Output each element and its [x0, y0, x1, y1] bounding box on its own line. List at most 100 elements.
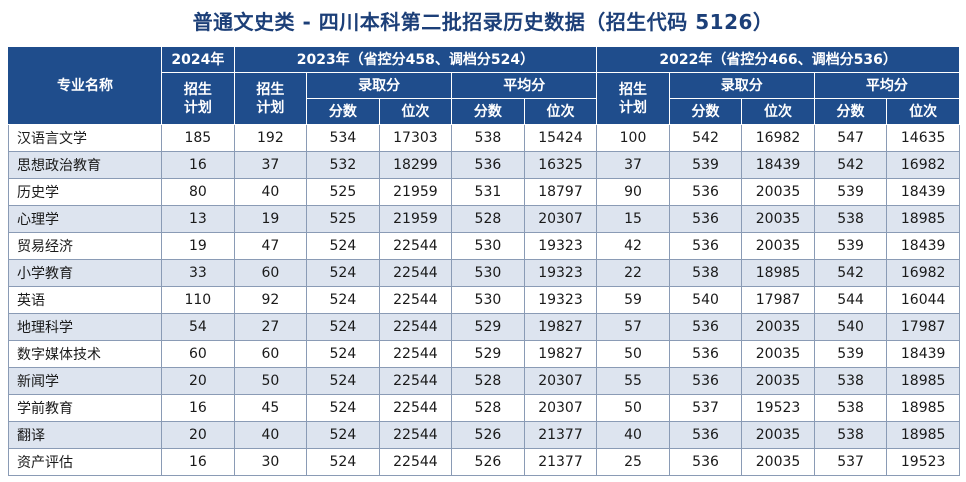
- admit-rank-2023-cell: 22544: [378, 313, 453, 341]
- admit-rank-2023-cell: 22544: [378, 421, 453, 449]
- plan-2024-cell: 80: [161, 178, 235, 206]
- plan-2024-cell: 20: [161, 367, 235, 395]
- plan-2024-cell: 13: [161, 205, 235, 233]
- admit-rank-2023-cell: 22544: [378, 367, 453, 395]
- admit-rank-2022-cell: 19523: [741, 394, 815, 422]
- table-row: 学前教育 16 45 524 22544 528 20307 50 537 19523 538 189…: [7, 394, 960, 422]
- admit-score-2023-cell: 525: [306, 178, 380, 206]
- table-row: 英语 110 92 524 22544 530 19323 59 540 17987 544 1604…: [7, 286, 960, 314]
- admit-score-2022-cell: 537: [668, 394, 743, 422]
- admit-score-2022-cell: 536: [668, 367, 743, 395]
- major-name-cell: 英语: [7, 286, 163, 314]
- admit-score-2022-cell: 536: [668, 178, 743, 206]
- plan-2024-cell: 16: [161, 448, 235, 476]
- avg-score-2023-cell: 526: [451, 448, 525, 476]
- plan-2022-cell: 59: [596, 286, 670, 314]
- plan-2022-cell: 57: [596, 313, 670, 341]
- admit-score-2023-cell: 524: [306, 259, 380, 287]
- plan-2023-cell: 37: [233, 151, 308, 179]
- admit-score-2023-cell: 524: [306, 448, 380, 476]
- header-rank: 位次: [378, 98, 453, 125]
- avg-score-2023-cell: 530: [451, 286, 525, 314]
- admit-rank-2022-cell: 20035: [741, 232, 815, 260]
- admit-rank-2023-cell: 22544: [378, 259, 453, 287]
- avg-score-2022-cell: 537: [813, 448, 888, 476]
- avg-rank-2022-cell: 18439: [886, 340, 960, 368]
- header-year-2023: 2023年（省控分458、调档分524）: [233, 46, 598, 73]
- admit-rank-2022-cell: 20035: [741, 448, 815, 476]
- admit-rank-2022-cell: 20035: [741, 367, 815, 395]
- admit-score-2023-cell: 524: [306, 313, 380, 341]
- plan-2024-cell: 54: [161, 313, 235, 341]
- plan-2023-cell: 92: [233, 286, 308, 314]
- avg-score-2023-cell: 528: [451, 394, 525, 422]
- avg-rank-2023-cell: 21377: [523, 421, 598, 449]
- table-row: 小学教育 33 60 524 22544 530 19323 22 538 18985 542 169…: [7, 259, 960, 287]
- table-row: 翻译 20 40 524 22544 526 21377 40 536 20035 538 18985: [7, 421, 960, 449]
- plan-2024-cell: 20: [161, 421, 235, 449]
- header-score: 分数: [306, 98, 380, 125]
- avg-rank-2022-cell: 18985: [886, 394, 960, 422]
- avg-score-2022-cell: 544: [813, 286, 888, 314]
- plan-2024-cell: 185: [161, 124, 235, 152]
- avg-score-2023-cell: 538: [451, 124, 525, 152]
- avg-rank-2023-cell: 19827: [523, 340, 598, 368]
- plan-2024-cell: 60: [161, 340, 235, 368]
- admit-score-2022-cell: 536: [668, 448, 743, 476]
- header-plan-label: 招生计划: [256, 81, 285, 116]
- avg-rank-2023-cell: 19323: [523, 232, 598, 260]
- avg-score-2022-cell: 540: [813, 313, 888, 341]
- header-plan-2022: 招生计划: [596, 72, 670, 125]
- admit-score-2023-cell: 524: [306, 340, 380, 368]
- major-name-cell: 学前教育: [7, 394, 163, 422]
- header-rank: 位次: [523, 98, 598, 125]
- admission-table: 专业名称 2024年 2023年（省控分458、调档分524） 2022年（省控…: [7, 46, 961, 476]
- major-name-cell: 新闻学: [7, 367, 163, 395]
- plan-2023-cell: 30: [233, 448, 308, 476]
- avg-rank-2022-cell: 16044: [886, 286, 960, 314]
- table-row: 汉语言文学 185 192 534 17303 538 15424 100 542 16982 54…: [7, 124, 960, 152]
- plan-2024-cell: 19: [161, 232, 235, 260]
- plan-2023-cell: 60: [233, 259, 308, 287]
- admit-rank-2023-cell: 17303: [378, 124, 453, 152]
- header-plan-2024: 招生计划: [161, 72, 235, 125]
- plan-2022-cell: 25: [596, 448, 670, 476]
- admit-score-2022-cell: 536: [668, 205, 743, 233]
- plan-2022-cell: 40: [596, 421, 670, 449]
- admit-score-2023-cell: 524: [306, 367, 380, 395]
- avg-rank-2022-cell: 18439: [886, 232, 960, 260]
- header-rank: 位次: [741, 98, 815, 125]
- table-row: 思想政治教育 16 37 532 18299 536 16325 37 539 18439 542 1…: [7, 151, 960, 179]
- avg-score-2022-cell: 539: [813, 340, 888, 368]
- admit-rank-2023-cell: 21959: [378, 205, 453, 233]
- table-row: 贸易经济 19 47 524 22544 530 19323 42 536 20035 539 184…: [7, 232, 960, 260]
- avg-score-2023-cell: 530: [451, 259, 525, 287]
- header-avg-score-2022: 平均分: [813, 72, 961, 99]
- admit-score-2022-cell: 542: [668, 124, 743, 152]
- avg-score-2023-cell: 529: [451, 313, 525, 341]
- avg-rank-2023-cell: 16325: [523, 151, 598, 179]
- avg-score-2022-cell: 542: [813, 151, 888, 179]
- admit-score-2022-cell: 540: [668, 286, 743, 314]
- avg-score-2023-cell: 536: [451, 151, 525, 179]
- header-year-2022: 2022年（省控分466、调档分536）: [596, 46, 960, 73]
- admit-score-2022-cell: 536: [668, 340, 743, 368]
- avg-rank-2022-cell: 16982: [886, 259, 960, 287]
- header-score: 分数: [668, 98, 743, 125]
- avg-score-2022-cell: 538: [813, 394, 888, 422]
- avg-score-2022-cell: 539: [813, 178, 888, 206]
- header-rank: 位次: [886, 98, 960, 125]
- admit-rank-2022-cell: 18985: [741, 259, 815, 287]
- major-name-cell: 思想政治教育: [7, 151, 163, 179]
- header-admit-score-2022: 录取分: [668, 72, 815, 99]
- avg-score-2022-cell: 538: [813, 367, 888, 395]
- major-name-cell: 历史学: [7, 178, 163, 206]
- plan-2024-cell: 16: [161, 394, 235, 422]
- admit-rank-2022-cell: 16982: [741, 124, 815, 152]
- major-name-cell: 数字媒体技术: [7, 340, 163, 368]
- header-score: 分数: [451, 98, 525, 125]
- avg-score-2022-cell: 542: [813, 259, 888, 287]
- plan-2022-cell: 22: [596, 259, 670, 287]
- admit-rank-2022-cell: 20035: [741, 421, 815, 449]
